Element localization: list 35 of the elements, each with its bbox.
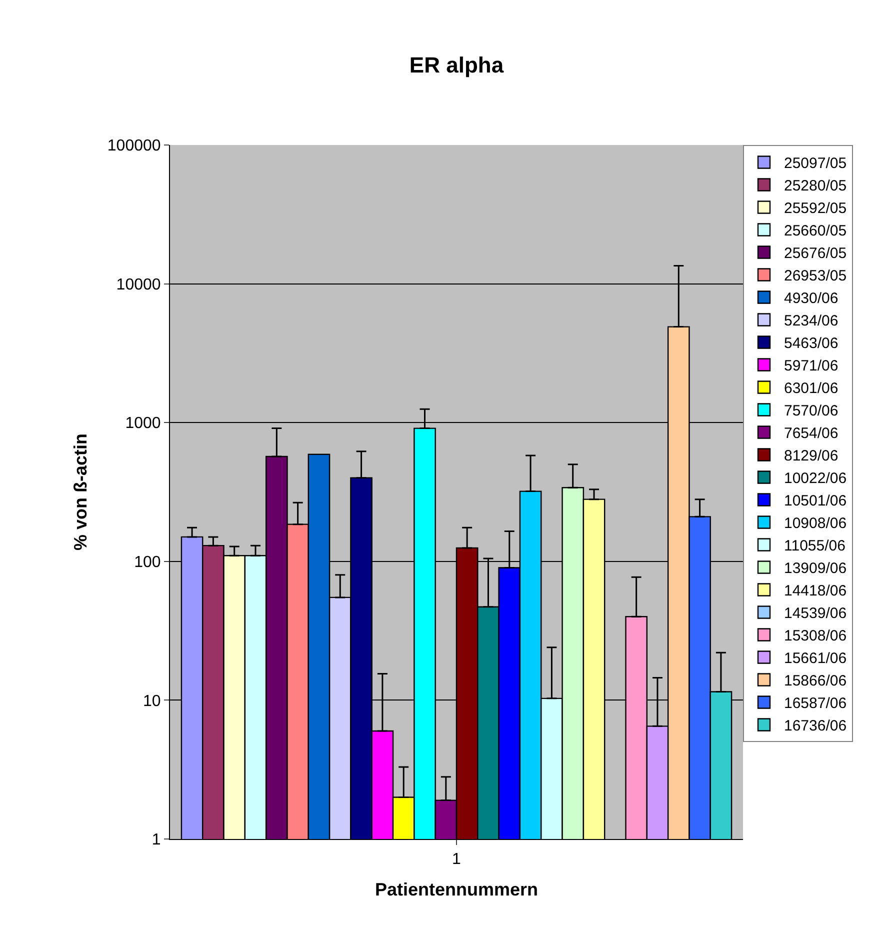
legend-label: 5234/06 — [784, 312, 838, 330]
legend-label: 13909/06 — [784, 560, 847, 578]
chart-title: ER alpha — [409, 52, 504, 78]
legend-label: 16587/06 — [784, 695, 847, 712]
legend-label: 15661/06 — [784, 650, 847, 668]
legend-label: 8129/06 — [784, 448, 838, 465]
y-tick-label: 10 — [143, 692, 161, 710]
legend-label: 6301/06 — [784, 380, 838, 398]
y-tick-label: 1000 — [125, 415, 161, 432]
y-axis-title: % von ß-actin — [70, 433, 91, 551]
legend-label: 25676/05 — [784, 245, 847, 262]
y-tick-label: 100000 — [107, 138, 161, 155]
legend-label: 26953/05 — [784, 268, 847, 285]
y-tick-label: 1 — [152, 832, 161, 849]
legend-label: 25097/05 — [784, 155, 847, 172]
legend-label: 4930/06 — [784, 290, 838, 308]
legend-label: 7570/06 — [784, 402, 838, 420]
y-tick-label: 10000 — [116, 276, 161, 294]
legend-label: 25660/05 — [784, 222, 847, 240]
x-axis-title: Patientennummern — [374, 879, 538, 900]
legend-label: 5971/06 — [784, 358, 838, 375]
legend-label: 10908/06 — [784, 515, 847, 532]
legend-label: 5463/06 — [784, 335, 838, 352]
legend-label: 15866/06 — [784, 672, 847, 690]
y-tick-label: 100 — [134, 554, 161, 571]
legend-label: 15308/06 — [784, 628, 847, 645]
legend-label: 25592/05 — [784, 200, 847, 218]
legend-label: 14418/06 — [784, 582, 847, 600]
legend-label: 25280/05 — [784, 178, 847, 195]
legend-label: 11055/06 — [784, 538, 846, 555]
legend-label: 7654/06 — [784, 425, 838, 442]
legend-label: 16736/06 — [784, 718, 847, 735]
legend-label: 10022/06 — [784, 470, 847, 488]
legend-label: 10501/06 — [784, 492, 847, 510]
legend-label: 14539/06 — [784, 605, 847, 622]
